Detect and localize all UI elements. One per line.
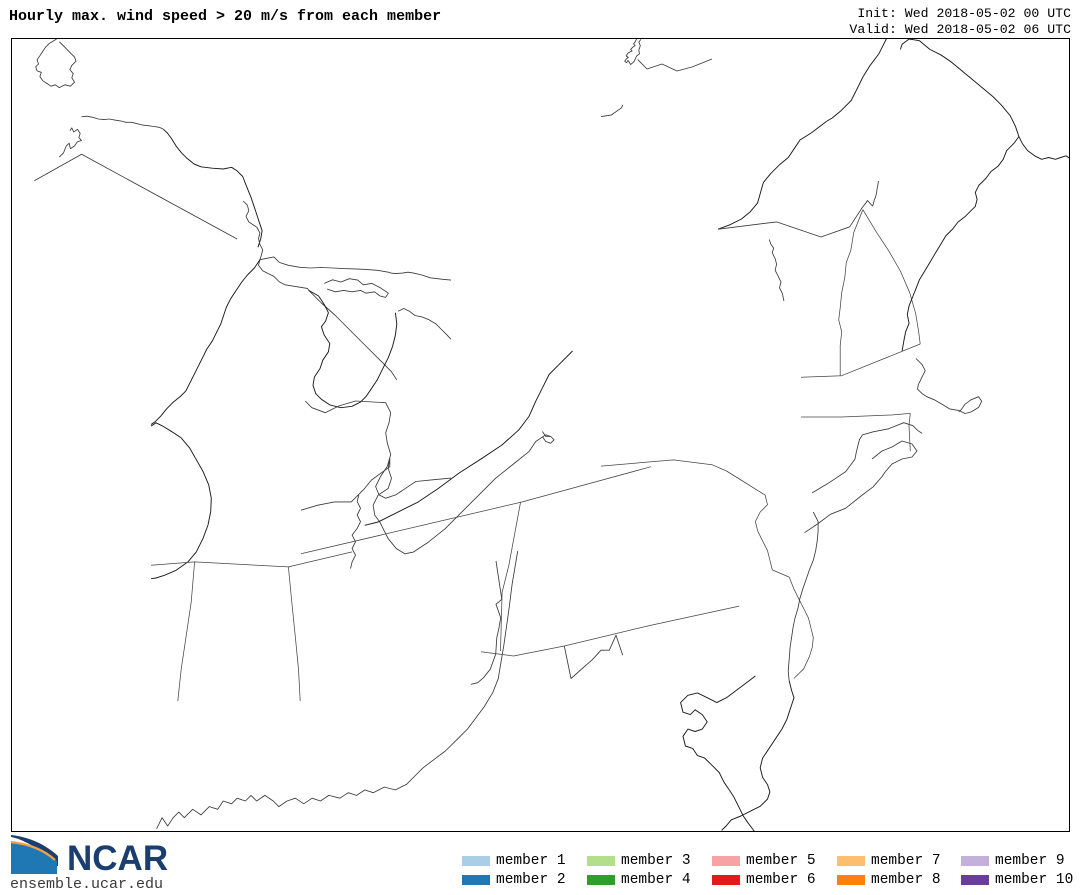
- svg-text:NCAR: NCAR: [67, 839, 168, 875]
